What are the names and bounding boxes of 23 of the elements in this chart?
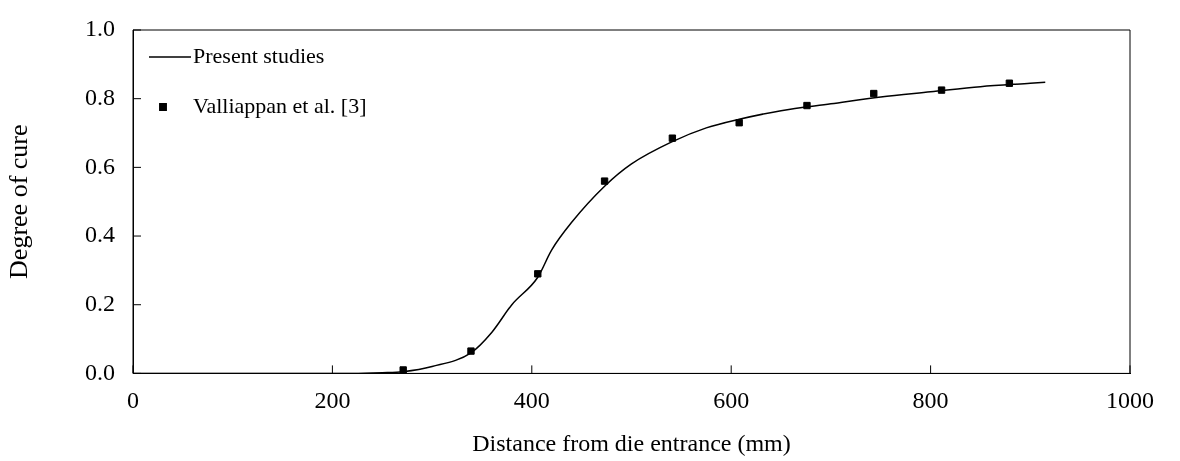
x-tick-label: 1000 xyxy=(1106,387,1154,414)
point xyxy=(467,347,475,355)
legend-label: Valliappan et al. [3] xyxy=(193,92,367,118)
x-tick-label: 400 xyxy=(513,387,550,414)
y-tick-label: 0.6 xyxy=(85,152,115,179)
y-tick-label: 1.0 xyxy=(85,15,115,42)
y-tick-label: 0.8 xyxy=(85,83,115,110)
x-tick-label: 800 xyxy=(912,387,949,414)
legend-label: Present studies xyxy=(193,42,325,68)
point xyxy=(1005,79,1014,87)
point xyxy=(668,134,677,142)
point xyxy=(870,89,878,98)
point xyxy=(735,119,743,127)
y-axis-title: Degree of cure xyxy=(4,124,34,279)
x-axis-title: Distance from die entrance (mm) xyxy=(472,429,791,456)
x-tick-label: 0 xyxy=(127,387,139,414)
x-tick-label: 600 xyxy=(713,387,750,414)
y-tick-label: 0.0 xyxy=(85,358,115,385)
point xyxy=(534,270,542,278)
point xyxy=(600,177,609,185)
y-tick-label: 0.2 xyxy=(85,290,115,317)
y-tick-label: 0.4 xyxy=(85,221,115,248)
x-tick-label: 200 xyxy=(314,387,351,414)
